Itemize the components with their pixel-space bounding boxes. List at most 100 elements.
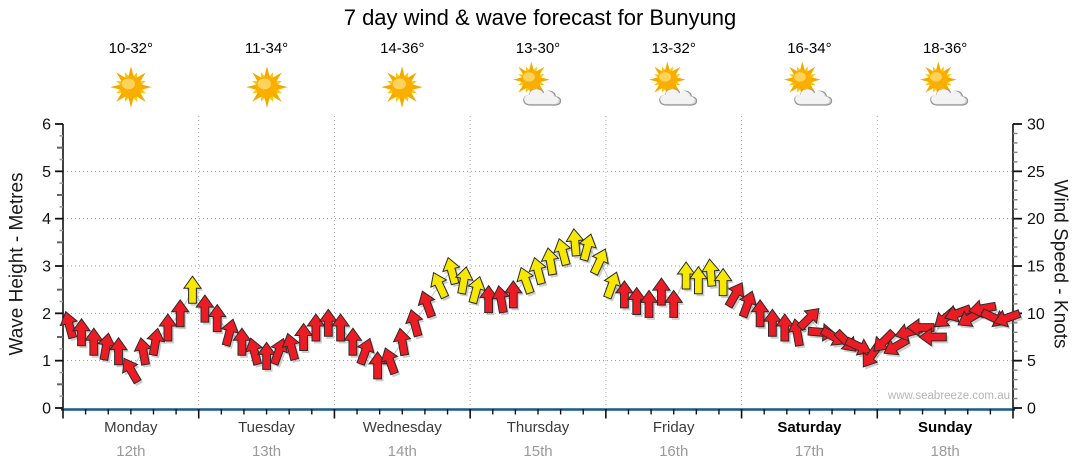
day-summary: 11-34°: [199, 40, 335, 110]
day-temperature-range: 18-36°: [922, 40, 968, 57]
wind-arrow: [244, 337, 264, 366]
left-axis-tick-label: 0: [42, 401, 51, 418]
wind-arrow: [195, 294, 215, 323]
day-date: 13th: [251, 443, 282, 460]
day-date: 15th: [523, 443, 553, 460]
left-axis-tick-label: 3: [42, 259, 51, 276]
wind-arrow: [565, 227, 585, 257]
wind-arrow: [442, 256, 461, 286]
wind-arrow: [639, 289, 659, 318]
day-name: Sunday: [918, 419, 973, 436]
wind-arrow: [294, 322, 314, 351]
wind-arrow: [589, 248, 609, 276]
right-axis-tick-label: 15: [1027, 259, 1045, 276]
wind-arrow: [516, 266, 535, 295]
wind-arrow: [380, 347, 399, 376]
wind-arrow: [603, 271, 622, 300]
day-summary: 13-30°: [470, 40, 606, 110]
day-summary: 10-32°: [63, 40, 199, 110]
right-axis-tick-label: 5: [1027, 353, 1036, 370]
left-axis-tick-label: 2: [42, 306, 51, 323]
day-date: 12th: [116, 443, 146, 460]
wind-arrow: [430, 271, 450, 300]
wind-arrow: [454, 266, 474, 295]
left-axis-title-text: Wave Height - Metres: [6, 172, 28, 356]
day-summary: 18-36°: [877, 40, 1013, 110]
wind-arrow: [281, 332, 301, 362]
wind-arrow: [944, 304, 973, 323]
wind-arrow: [170, 298, 190, 328]
day-name: Friday: [652, 419, 695, 436]
left-axis-tick-label: 1: [42, 353, 51, 370]
weather-partly-cloudy-icon: [513, 61, 562, 106]
day-summary: 14-36°: [334, 40, 470, 110]
day-temperature-range: 10-32°: [108, 40, 154, 57]
wind-arrow: [738, 290, 758, 319]
wind-arrow: [392, 327, 412, 357]
wind-arrow: [343, 327, 363, 356]
weather-partly-cloudy-icon: [920, 61, 969, 106]
right-axis-title-text: Wind Speed - Knots: [1049, 179, 1071, 349]
wind-arrow: [688, 265, 708, 295]
left-axis-tick-label: 6: [42, 117, 51, 134]
right-axis-tick-label: 10: [1027, 306, 1045, 323]
day-temperature-range: 16-34°: [787, 40, 832, 57]
day-date: 17th: [794, 443, 825, 460]
wind-arrow: [146, 327, 166, 357]
wind-arrow: [59, 310, 79, 340]
day-axis-label: Wednesday 14th: [334, 419, 470, 460]
day-axis-label: Friday 16th: [606, 419, 742, 460]
wind-arrow: [844, 336, 872, 356]
right-axis-tick-label: 0: [1027, 401, 1036, 418]
day-date: 18th: [930, 443, 960, 460]
day-date: 16th: [659, 443, 689, 460]
right-axis-tick-label: 20: [1027, 211, 1045, 228]
day-name: Wednesday: [362, 419, 442, 436]
day-axis-label: Tuesday 13th: [199, 419, 335, 460]
day-temperature-range: 13-30°: [515, 40, 561, 57]
wind-arrow: [356, 337, 375, 366]
wind-arrow: [553, 237, 572, 267]
wind-arrow: [467, 275, 486, 305]
weather-sunny-icon: [245, 66, 288, 108]
page-title: 7 day wind & wave forecast for Bunyung: [343, 5, 737, 30]
wind-arrow: [405, 308, 424, 338]
wind-arrow: [158, 313, 178, 342]
day-axis-label: Sunday 18th: [877, 419, 1013, 460]
day-name: Tuesday: [238, 419, 296, 436]
wind-arrow: [713, 267, 733, 297]
day-name: Thursday: [506, 419, 570, 436]
wind-arrow: [540, 247, 560, 276]
wind-arrow: [207, 303, 227, 333]
wind-arrow: [993, 309, 1022, 328]
left-axis-title: Wave Height - Metres: [2, 118, 32, 410]
wind-arrow: [122, 357, 142, 385]
day-axis-label: Saturday 17th: [742, 419, 878, 460]
day-name: Monday: [104, 419, 158, 436]
wind-arrow: [71, 317, 92, 347]
weather-partly-cloudy-icon: [648, 61, 697, 106]
wind-arrow: [578, 233, 597, 262]
wind-arrow: [220, 318, 240, 347]
wind-arrow: [651, 277, 671, 306]
wind-arrow: [906, 317, 935, 338]
day-summary: 16-34°: [742, 40, 878, 110]
wind-arrow: [918, 327, 947, 347]
wind-arrow: [182, 275, 203, 304]
right-axis-tick-label: 30: [1027, 117, 1045, 134]
right-axis-title: Wind Speed - Knots: [1044, 118, 1074, 410]
left-axis-tick-label: 5: [42, 164, 51, 181]
wind-arrow: [108, 336, 129, 366]
day-name: Saturday: [777, 419, 842, 436]
left-axis-tick-label: 4: [42, 211, 51, 228]
watermark-text: www.seabreeze.com.au: [887, 390, 1010, 402]
wind-arrow: [664, 289, 684, 318]
right-axis-tick-label: 25: [1027, 164, 1045, 181]
wind-arrow: [417, 290, 436, 319]
day-date: 14th: [387, 443, 417, 460]
wind-arrow: [528, 256, 547, 286]
weather-sunny-icon: [110, 66, 152, 108]
day-summary: 13-32°: [606, 40, 742, 110]
wind-arrow: [724, 281, 745, 309]
